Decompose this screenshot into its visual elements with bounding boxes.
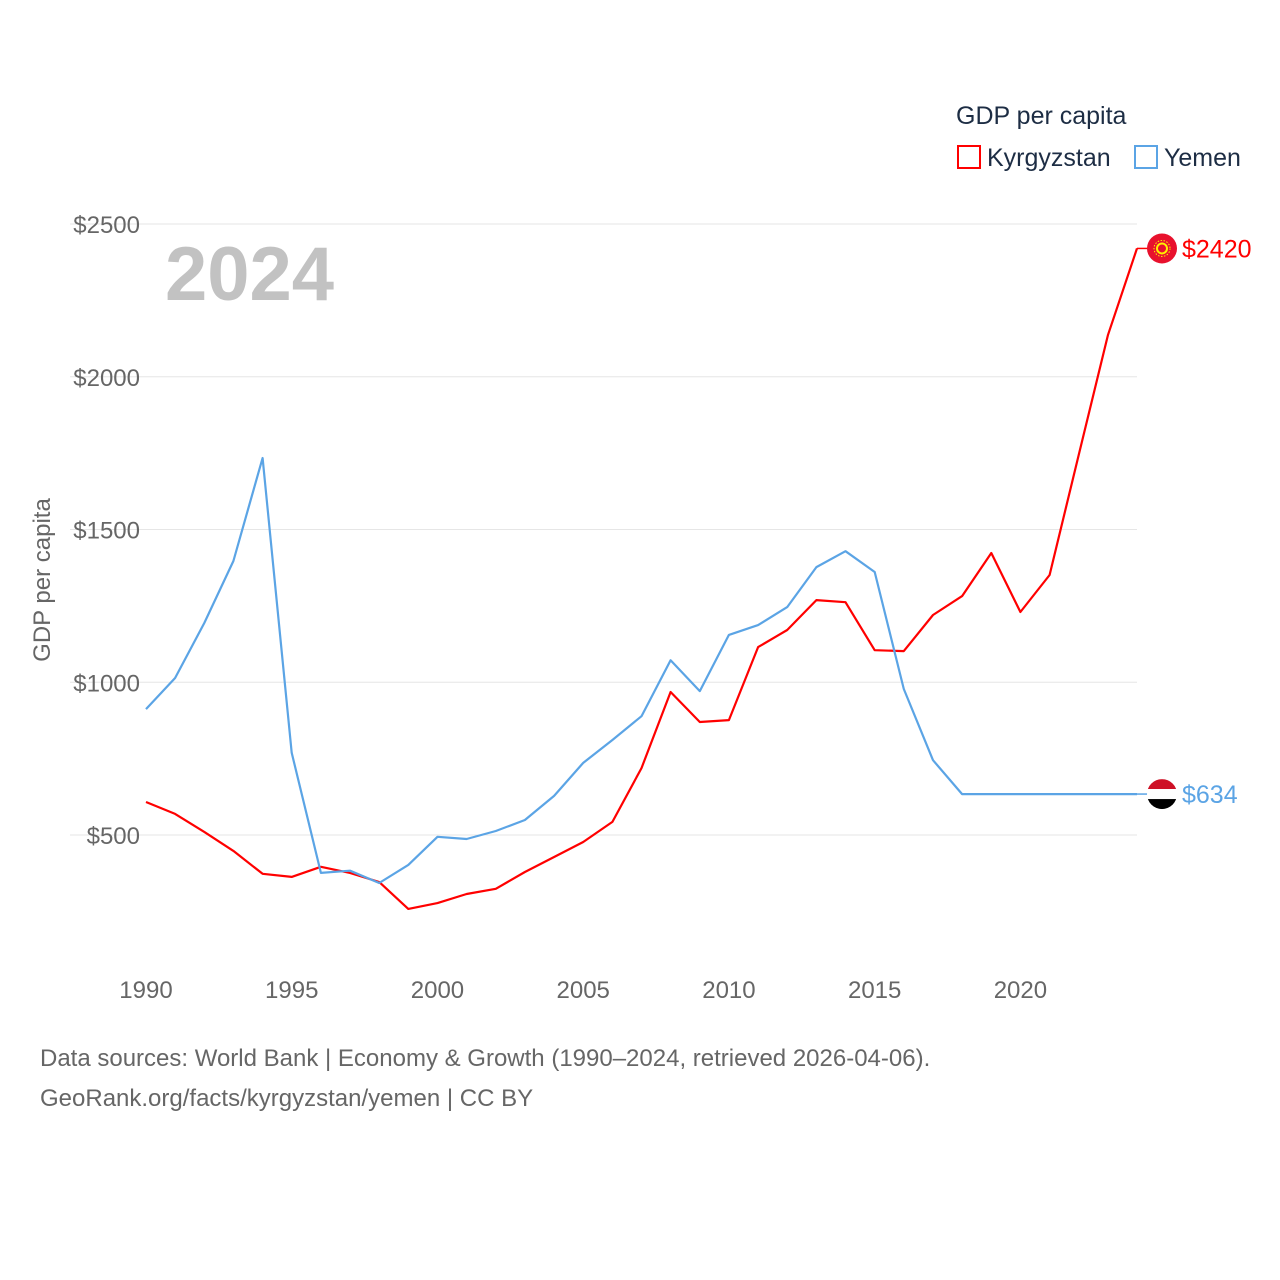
kyrgyzstan-flag-icon: [1147, 233, 1177, 264]
y-tick-label: $2000: [73, 365, 140, 392]
end-value-label: $634: [1182, 781, 1238, 809]
legend-label: Kyrgyzstan: [987, 144, 1111, 172]
y-axis-label: GDP per capita: [29, 498, 56, 662]
legend-swatch: [957, 145, 981, 169]
x-tick-label: 2015: [848, 977, 901, 1004]
x-tick-label: 2000: [411, 977, 464, 1004]
x-tick-label: 2010: [702, 977, 755, 1004]
series-line-kyrgyzstan: [145, 248, 1139, 911]
end-value-label: $2420: [1182, 235, 1252, 263]
series-line-yemen: [145, 456, 1137, 885]
y-tick-label: $2500: [73, 212, 140, 239]
legend-item-kyrgyzstan[interactable]: Kyrgyzstan: [957, 144, 1111, 172]
y-tick-label: $1500: [73, 518, 140, 545]
y-tick-label: $1000: [73, 670, 140, 697]
y-tick-label: $500: [87, 823, 140, 850]
legend-swatch: [1134, 145, 1158, 169]
yemen-flag-icon: [1147, 779, 1177, 810]
x-tick-label: 1990: [119, 977, 172, 1004]
x-tick-label: 1995: [265, 977, 318, 1004]
legend-label: Yemen: [1164, 144, 1241, 172]
year-watermark: 2024: [165, 232, 334, 317]
legend-item-yemen[interactable]: Yemen: [1134, 144, 1241, 172]
x-tick-label: 2005: [557, 977, 610, 1004]
x-tick-label: 2020: [994, 977, 1047, 1004]
source-note: Data sources: World Bank | Economy & Gro…: [40, 1045, 931, 1072]
legend-title: GDP per capita: [956, 102, 1127, 130]
source-link[interactable]: GeoRank.org/facts/kyrgyzstan/yemen | CC …: [40, 1085, 534, 1112]
